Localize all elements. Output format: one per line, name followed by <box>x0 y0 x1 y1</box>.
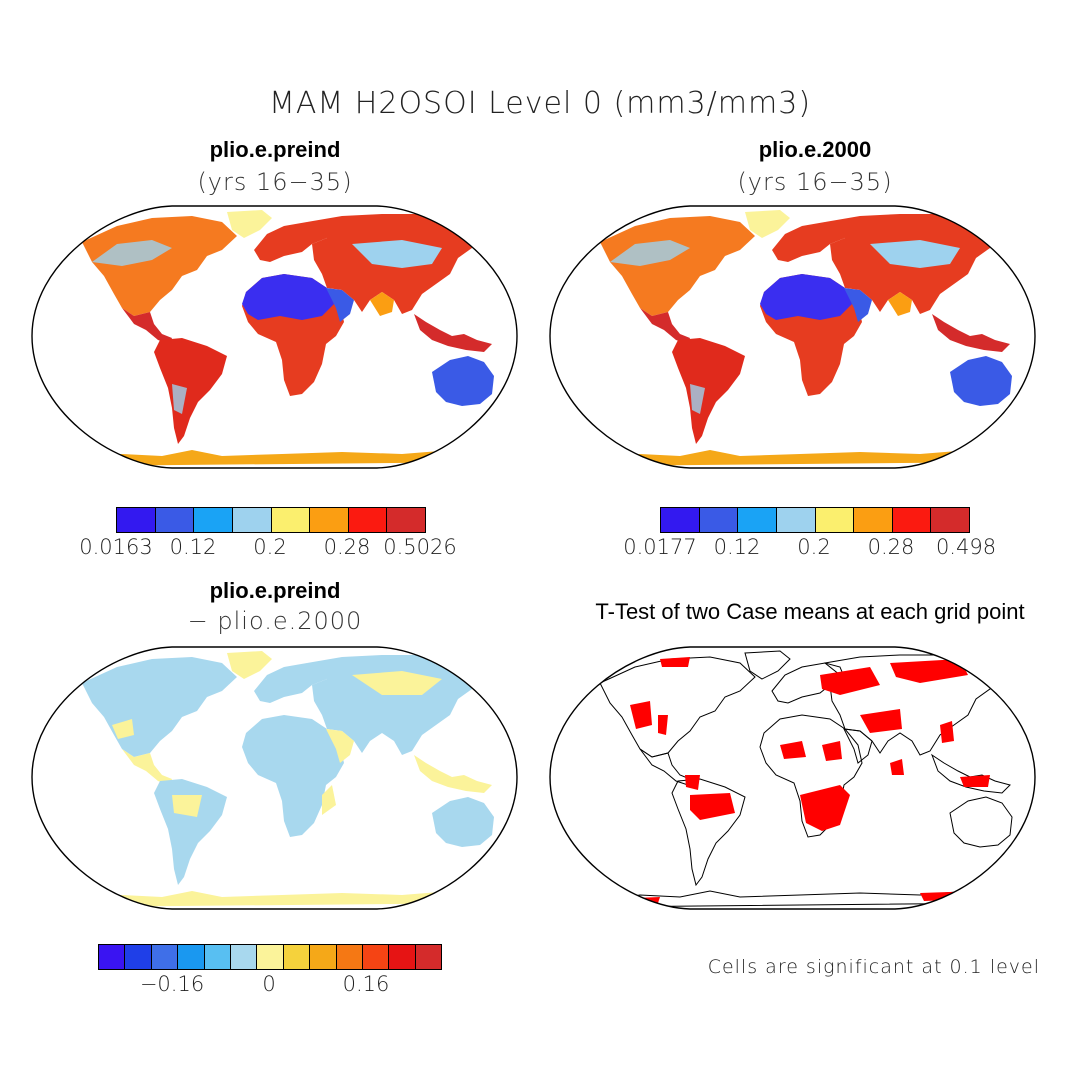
colorbar-diff <box>98 944 442 970</box>
colorbar-labels-preind: 0.0163 0.12 0.2 0.28 0.5026 <box>0 535 1080 561</box>
north-america <box>82 216 237 316</box>
cb-label: 0.0163 <box>79 535 153 559</box>
cb-label: 0.28 <box>867 535 915 559</box>
panel-title-ttest: T-Test of two Case means at each grid po… <box>595 599 1025 624</box>
cb-label: −0.16 <box>139 972 205 996</box>
colorbar-labels-diff: −0.16 0 0.16 <box>0 972 1080 998</box>
cb-label: 0.16 <box>342 972 390 996</box>
panel-title-diff: plio.e.preind <box>209 578 341 603</box>
map-preind <box>31 205 518 469</box>
cb-label: 0 <box>262 972 276 996</box>
significant-cells <box>610 657 990 905</box>
cb-label: 0.498 <box>935 535 997 559</box>
panel-title-preind: plio.e.preind <box>209 137 341 162</box>
cb-label: 0.12 <box>713 535 761 559</box>
panel-subtitle-diff: − plio.e.2000 <box>187 607 363 635</box>
cb-label: 0.5026 <box>383 535 457 559</box>
panel-title-2000: plio.e.2000 <box>758 137 872 162</box>
panel-subtitle-2000: (yrs 16−35) <box>737 168 893 196</box>
cb-label: 0.2 <box>797 535 831 559</box>
cb-label: 0.2 <box>253 535 287 559</box>
cb-label: 0.12 <box>169 535 217 559</box>
figure-title: MAM H2OSOI Level 0 (mm3/mm3) <box>268 86 812 121</box>
cb-label: 0.28 <box>323 535 371 559</box>
colorbar-labels-2000: 0.0177 0.12 0.2 0.28 0.498 <box>0 535 1080 561</box>
colorbar-preind <box>116 507 426 533</box>
colorbar-2000 <box>660 507 970 533</box>
map-difference <box>31 646 518 910</box>
map-ttest <box>549 646 1036 910</box>
panel-subtitle-preind: (yrs 16−35) <box>197 168 353 196</box>
ttest-footnote: Cells are significant at 0.1 level <box>707 956 1040 978</box>
map-2000 <box>549 205 1036 469</box>
cb-label: 0.0177 <box>623 535 697 559</box>
